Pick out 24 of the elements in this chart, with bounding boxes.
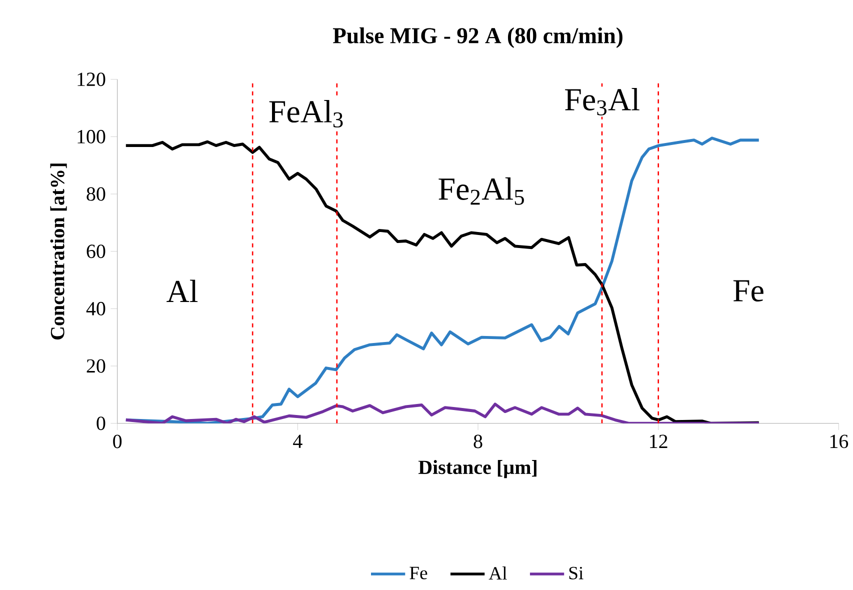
annotation: Fe <box>733 280 764 302</box>
x-tick-label: 16 <box>830 434 848 448</box>
y-tick-label: 60 <box>86 244 106 258</box>
y-tick-label: 40 <box>86 302 106 316</box>
legend-label: Fe <box>410 566 428 580</box>
y-tick-label: 100 <box>78 130 106 144</box>
x-tick-label: 12 <box>650 434 668 448</box>
legend-label: Al <box>488 566 507 580</box>
line-series <box>124 402 760 424</box>
x-tick-label: 4 <box>293 434 302 448</box>
y-tick-label: 20 <box>86 359 106 373</box>
annotation: Fe$_{2}$Al$_{5}$ <box>438 177 524 205</box>
legend-label: Si <box>569 566 584 580</box>
x-axis-title: Distance [µm] <box>418 460 536 478</box>
y-tick-label: 0 <box>96 416 106 430</box>
y-tick-label: 120 <box>78 72 106 86</box>
annotation: FeAl$_{3}$ <box>269 100 343 128</box>
annotation: Fe$_{3}$Al <box>565 88 640 116</box>
chart-title: Pulse MIG - 92 A (80 cm/min) <box>332 27 622 48</box>
x-tick-label: 8 <box>474 434 482 448</box>
y-tick-label: 80 <box>86 187 106 201</box>
x-tick-label: 0 <box>113 434 122 448</box>
annotation: Al <box>166 280 198 302</box>
y-axis-title: Concentration [at%] <box>50 164 67 340</box>
